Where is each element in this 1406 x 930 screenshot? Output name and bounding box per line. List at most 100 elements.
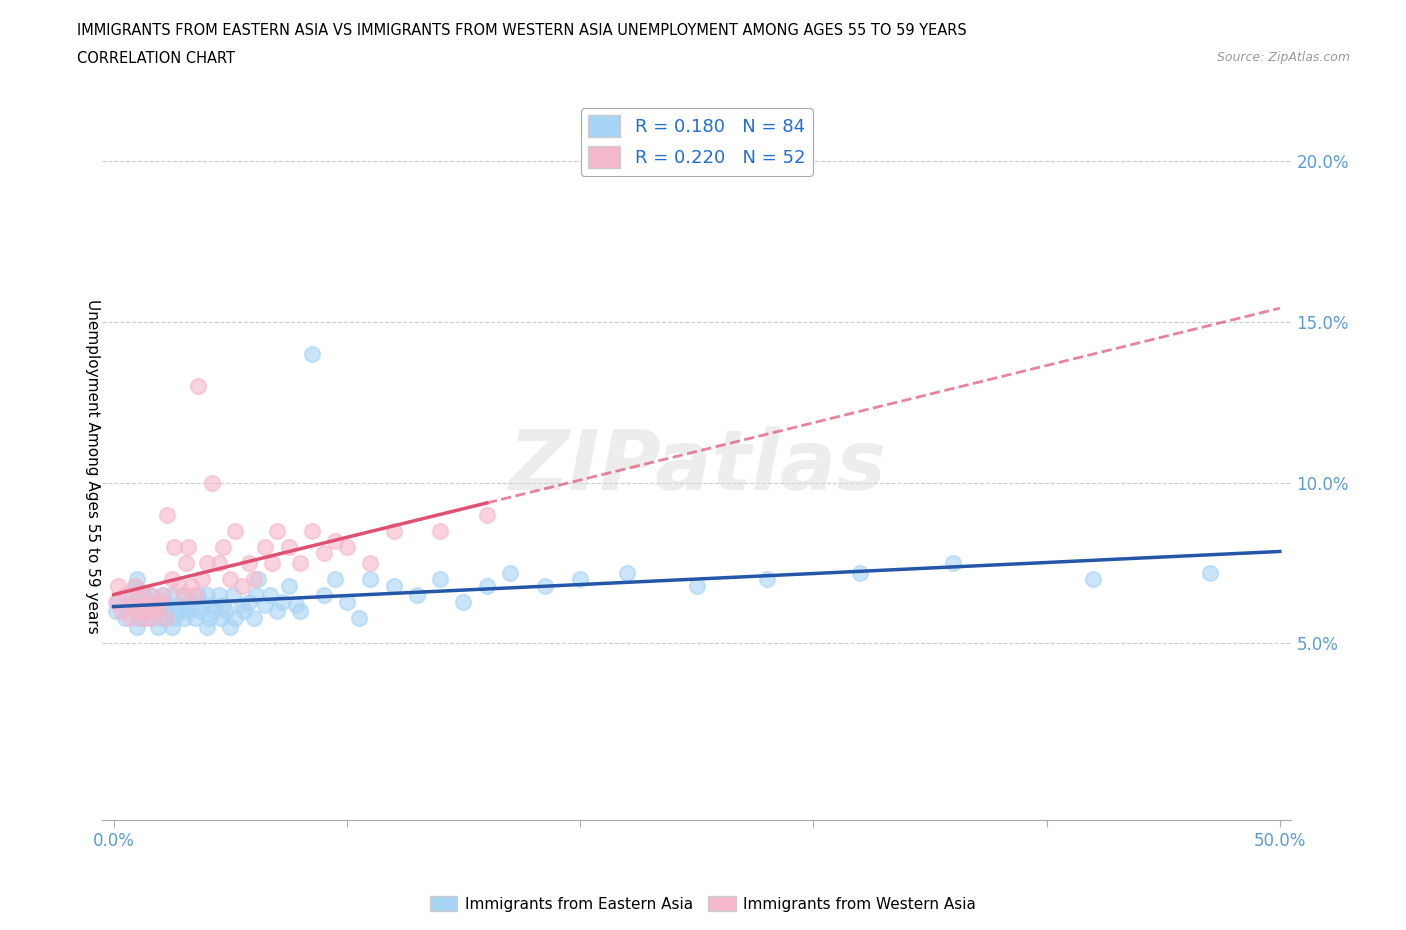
Point: [231, 578, 253, 593]
Point: [242, 610, 264, 625]
Point: [231, 597, 253, 612]
Text: CORRELATION CHART: CORRELATION CHART: [77, 51, 235, 66]
Point: [125, 604, 148, 618]
Point: [382, 524, 405, 538]
Point: [200, 597, 222, 612]
Point: [942, 555, 965, 570]
Point: [475, 578, 498, 593]
Point: [104, 594, 127, 609]
Point: [405, 588, 427, 603]
Point: [312, 588, 335, 603]
Point: [138, 610, 160, 625]
Point: [207, 555, 229, 570]
Point: [128, 610, 150, 625]
Point: [323, 533, 346, 548]
Point: [132, 597, 155, 612]
Point: [135, 604, 157, 618]
Point: [209, 610, 232, 625]
Point: [173, 588, 195, 603]
Point: [254, 597, 277, 612]
Point: [1083, 572, 1105, 587]
Text: IMMIGRANTS FROM EASTERN ASIA VS IMMIGRANTS FROM WESTERN ASIA UNEMPLOYMENT AMONG : IMMIGRANTS FROM EASTERN ASIA VS IMMIGRAN…: [77, 23, 967, 38]
Point: [359, 572, 381, 587]
Point: [534, 578, 557, 593]
Point: [153, 610, 176, 625]
Point: [114, 588, 136, 603]
Point: [118, 597, 141, 612]
Point: [149, 594, 172, 609]
Point: [277, 539, 299, 554]
Point: [156, 508, 179, 523]
Point: [149, 597, 172, 612]
Point: [184, 610, 207, 625]
Point: [132, 604, 155, 618]
Point: [180, 578, 202, 593]
Point: [233, 604, 256, 618]
Point: [124, 578, 146, 593]
Point: [1198, 565, 1220, 580]
Point: [187, 379, 209, 393]
Point: [475, 508, 498, 523]
Point: [301, 347, 323, 362]
Point: [173, 588, 195, 603]
Point: [301, 524, 323, 538]
Point: [290, 604, 312, 618]
Text: ZIPatlas: ZIPatlas: [508, 426, 886, 507]
Point: [160, 588, 183, 603]
Point: [270, 594, 292, 609]
Point: [191, 597, 214, 612]
Point: [453, 594, 475, 609]
Point: [180, 594, 202, 609]
Point: [214, 604, 236, 618]
Point: [174, 597, 197, 612]
Legend: Immigrants from Eastern Asia, Immigrants from Western Asia: Immigrants from Eastern Asia, Immigrants…: [423, 889, 983, 918]
Point: [198, 610, 221, 625]
Point: [429, 524, 451, 538]
Point: [125, 620, 148, 635]
Point: [184, 588, 207, 603]
Point: [173, 610, 195, 625]
Point: [125, 572, 148, 587]
Point: [277, 578, 299, 593]
Point: [128, 588, 150, 603]
Point: [124, 578, 146, 593]
Point: [616, 565, 638, 580]
Point: [323, 572, 346, 587]
Point: [153, 597, 176, 612]
Point: [114, 610, 136, 625]
Point: [254, 539, 277, 554]
Point: [221, 588, 243, 603]
Point: [104, 604, 127, 618]
Point: [138, 588, 160, 603]
Y-axis label: Unemployment Among Ages 55 to 59 years: Unemployment Among Ages 55 to 59 years: [86, 299, 100, 634]
Point: [212, 539, 235, 554]
Point: [242, 572, 264, 587]
Point: [202, 604, 225, 618]
Point: [121, 597, 143, 612]
Point: [336, 594, 359, 609]
Point: [266, 604, 288, 618]
Point: [145, 594, 167, 609]
Point: [131, 585, 153, 600]
Point: [499, 565, 522, 580]
Point: [219, 620, 242, 635]
Point: [107, 578, 129, 593]
Point: [139, 588, 162, 603]
Point: [207, 588, 229, 603]
Point: [177, 604, 200, 618]
Point: [224, 610, 246, 625]
Point: [200, 475, 222, 490]
Point: [163, 610, 186, 625]
Point: [195, 555, 218, 570]
Point: [312, 546, 335, 561]
Point: [382, 578, 405, 593]
Point: [849, 565, 872, 580]
Point: [195, 588, 218, 603]
Point: [247, 572, 270, 587]
Point: [156, 604, 179, 618]
Point: [153, 610, 176, 625]
Point: [290, 555, 312, 570]
Point: [569, 572, 592, 587]
Point: [142, 604, 165, 618]
Point: [166, 597, 188, 612]
